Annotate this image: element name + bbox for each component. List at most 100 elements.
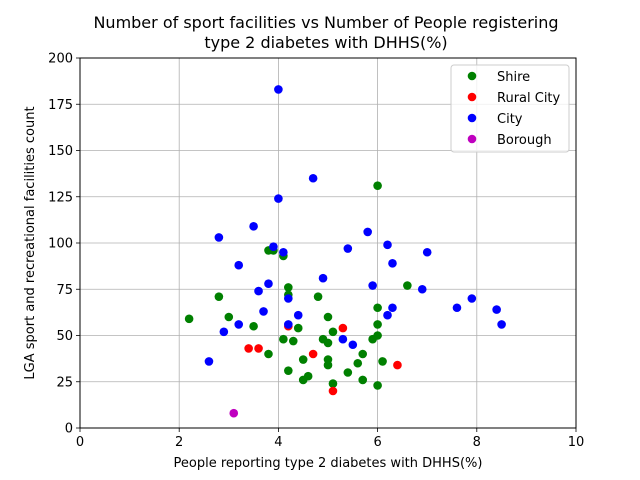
data-point-city xyxy=(254,286,263,296)
data-point-shire xyxy=(224,312,234,322)
data-point-shire xyxy=(264,349,273,359)
legend-box xyxy=(450,64,570,153)
data-point-shire xyxy=(353,358,363,368)
chart-title-line-1: Number of sport facilities vs Number of … xyxy=(93,13,558,32)
data-point-city xyxy=(363,227,372,237)
data-point-shire xyxy=(214,292,224,301)
data-point-shire xyxy=(288,336,298,346)
data-point-city xyxy=(284,320,293,329)
data-point-rural-city xyxy=(393,360,402,370)
data-point-shire xyxy=(328,379,338,388)
x-tick-label: 8 xyxy=(473,435,481,450)
data-point-city xyxy=(422,247,432,257)
legend-label-borough: Borough xyxy=(497,133,552,148)
data-point-shire xyxy=(323,360,333,370)
data-point-city xyxy=(417,284,427,294)
data-point-shire xyxy=(303,371,313,381)
data-point-shire xyxy=(293,323,303,333)
data-point-city xyxy=(388,259,397,268)
data-point-city xyxy=(497,320,506,329)
legend-label-shire: Shire xyxy=(497,70,530,85)
y-tick-label: 75 xyxy=(56,283,73,298)
data-point-shire xyxy=(313,292,323,301)
data-point-shire xyxy=(343,368,353,377)
data-point-borough xyxy=(229,408,239,418)
legend-marker-shire xyxy=(467,71,477,81)
data-point-city xyxy=(259,307,268,316)
y-tick-label: 0 xyxy=(65,422,73,437)
data-point-shire xyxy=(298,355,308,364)
data-point-city xyxy=(308,173,318,183)
data-point-shire xyxy=(323,338,333,348)
data-point-shire xyxy=(403,281,412,290)
x-tick-label: 10 xyxy=(568,435,585,450)
data-point-shire xyxy=(373,320,382,329)
legend-marker-city xyxy=(467,113,477,123)
data-point-city xyxy=(249,222,258,231)
data-point-shire xyxy=(373,181,382,190)
data-points xyxy=(184,85,506,418)
legend-marker-rural-city xyxy=(467,92,477,102)
data-point-shire xyxy=(373,381,382,390)
legend-label-rural-city: Rural City xyxy=(497,91,561,106)
data-point-shire xyxy=(358,349,368,359)
data-point-shire xyxy=(373,303,382,313)
data-point-rural-city xyxy=(254,344,263,353)
y-tick-label: 50 xyxy=(56,329,73,344)
y-axis-label: LGA sport and recreational facilities co… xyxy=(23,106,38,379)
data-point-city xyxy=(467,294,477,303)
data-point-city xyxy=(318,273,328,283)
data-point-shire xyxy=(378,357,387,366)
data-point-city xyxy=(284,294,293,303)
y-tick-label: 150 xyxy=(48,144,73,159)
data-point-city xyxy=(264,279,273,289)
data-point-city xyxy=(383,310,392,320)
data-point-city xyxy=(274,85,283,94)
y-tick-label: 125 xyxy=(48,190,73,205)
data-point-city xyxy=(338,334,348,344)
y-tick-label: 175 xyxy=(48,98,73,113)
x-axis-label: People reporting type 2 diabetes with DH… xyxy=(174,456,483,471)
data-point-rural-city xyxy=(308,349,318,359)
data-point-shire xyxy=(358,375,368,385)
data-point-city xyxy=(492,305,501,314)
data-point-rural-city xyxy=(338,323,348,333)
data-point-shire xyxy=(249,321,258,331)
data-point-shire xyxy=(184,314,194,324)
data-point-shire xyxy=(279,334,288,344)
data-point-city xyxy=(219,327,229,337)
x-tick-label: 2 xyxy=(175,435,183,450)
y-tick-label: 200 xyxy=(48,52,73,67)
data-point-city xyxy=(383,240,392,250)
x-tick-label: 6 xyxy=(373,435,381,450)
data-point-rural-city xyxy=(244,344,253,353)
data-point-city xyxy=(368,281,377,290)
data-point-shire xyxy=(284,283,293,292)
data-point-city xyxy=(269,242,278,251)
data-point-city xyxy=(343,244,353,253)
legend-marker-borough xyxy=(467,134,477,144)
data-point-city xyxy=(274,194,283,203)
data-point-city xyxy=(388,303,397,313)
legend-label-city: City xyxy=(497,112,523,127)
legend: Shire Rural City City Borough xyxy=(450,64,570,153)
chart-title-line-2: type 2 diabetes with DHHS(%) xyxy=(204,33,447,52)
x-tick-label: 4 xyxy=(274,435,282,450)
data-point-city xyxy=(452,303,462,313)
data-point-rural-city xyxy=(328,386,338,396)
data-point-city xyxy=(348,340,358,350)
y-tick-label: 100 xyxy=(48,237,73,252)
data-point-shire xyxy=(373,331,382,340)
data-point-city xyxy=(234,320,244,329)
data-point-shire xyxy=(328,327,338,337)
data-point-city xyxy=(214,233,224,242)
y-tick-label: 25 xyxy=(56,375,73,390)
data-point-city xyxy=(293,310,303,320)
data-point-city xyxy=(279,247,288,257)
data-point-shire xyxy=(323,312,333,322)
data-point-city xyxy=(204,357,214,366)
x-tick-label: 0 xyxy=(76,435,84,450)
data-point-shire xyxy=(284,366,293,375)
